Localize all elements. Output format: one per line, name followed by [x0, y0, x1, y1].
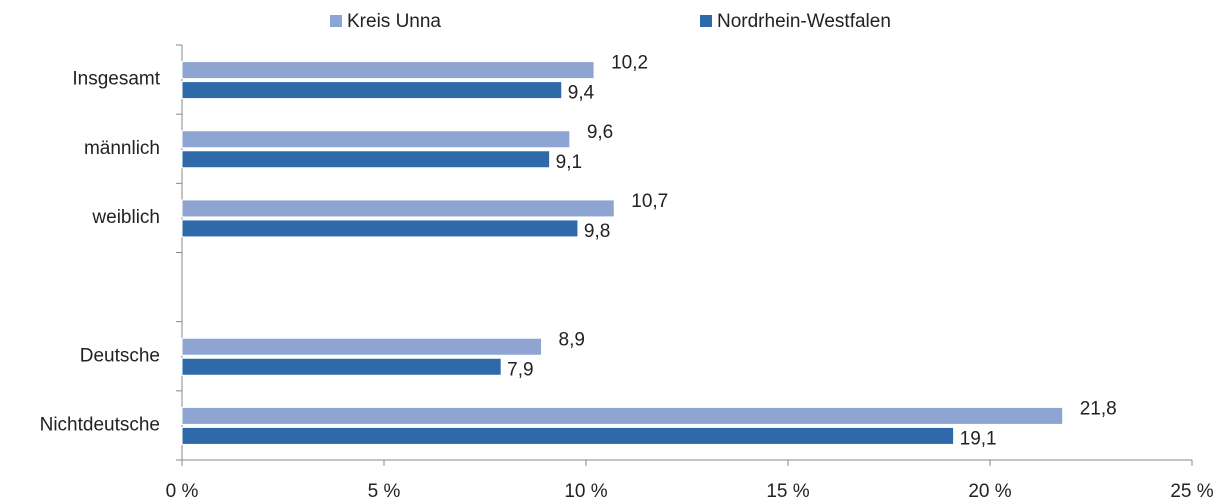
y-tick-label: Nichtdeutsche — [40, 414, 160, 435]
legend-label: Nordrhein-Westfalen — [717, 11, 891, 32]
data-label: 9,4 — [568, 83, 595, 104]
x-tick-label: 25 % — [1170, 481, 1213, 502]
data-label: 8,9 — [559, 329, 585, 350]
x-tick-label: 20 % — [968, 481, 1011, 502]
bar — [181, 219, 579, 238]
y-tick-label: Deutsche — [80, 345, 160, 366]
bar — [181, 81, 563, 100]
data-label: 9,1 — [556, 152, 582, 173]
data-label: 10,2 — [611, 53, 648, 74]
x-tick-label: 15 % — [766, 481, 809, 502]
data-label: 21,8 — [1080, 398, 1117, 419]
bar — [181, 337, 543, 356]
data-label: 9,8 — [584, 221, 610, 242]
bar — [181, 61, 595, 80]
bar — [181, 150, 551, 169]
bar — [181, 199, 615, 218]
x-tick-label: 0 % — [166, 481, 199, 502]
bar — [181, 130, 571, 149]
bar — [181, 406, 1064, 425]
legend-label: Kreis Unna — [347, 11, 441, 32]
y-tick-label: männlich — [84, 138, 160, 159]
x-tick-label: 10 % — [564, 481, 607, 502]
data-label: 10,7 — [631, 191, 668, 212]
y-tick-label: Insgesamt — [72, 69, 160, 90]
y-tick-label: weiblich — [91, 207, 160, 228]
legend-swatch — [330, 15, 342, 27]
bar — [181, 426, 955, 445]
data-label: 19,1 — [960, 428, 997, 449]
data-label: 7,9 — [507, 359, 533, 380]
bar — [181, 357, 502, 376]
x-tick-label: 5 % — [368, 481, 401, 502]
data-label: 9,6 — [587, 122, 613, 143]
legend-swatch — [700, 15, 712, 27]
